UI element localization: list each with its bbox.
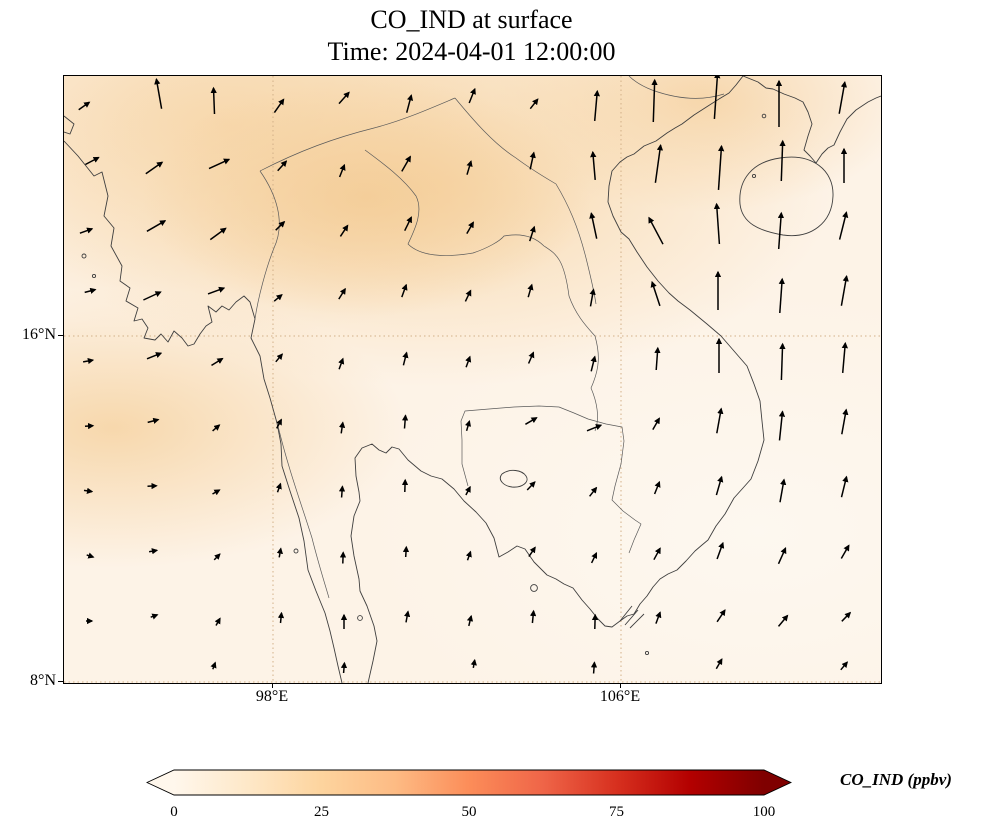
axis-tick-mark <box>58 681 63 682</box>
x-tick-label-98E: 98°E <box>255 688 289 705</box>
island-phu-quoc <box>530 584 538 592</box>
colorbar-label: CO_IND (ppbv) <box>840 770 952 789</box>
coastline-northwest-corner <box>64 115 75 135</box>
tonle-sap-lake <box>499 469 528 488</box>
border-thailand-laos <box>364 149 599 432</box>
coastline-south-china <box>742 76 881 164</box>
axis-tick-mark <box>620 683 621 688</box>
border-laos-vietnam <box>454 97 597 305</box>
plot-title: CO_IND at surface <box>370 5 573 34</box>
border-vietnam-china <box>628 76 725 99</box>
y-tick-label-16N: 16°N <box>22 326 56 343</box>
island-con-dao <box>644 650 650 656</box>
colorbar-tick-25: 25 <box>314 804 329 820</box>
country-border-layer <box>254 76 725 599</box>
coastline-west <box>64 140 343 683</box>
quiver-layer <box>78 76 852 674</box>
island <box>357 615 363 621</box>
colorbar-tick-50: 50 <box>461 804 477 820</box>
colorbar <box>145 768 793 797</box>
colorbar-bar <box>145 769 793 796</box>
map-plot <box>63 75 882 684</box>
map-overlay <box>64 76 881 683</box>
co-concentration-field <box>64 76 881 683</box>
colorbar-tick-0: 0 <box>170 804 178 820</box>
border-cambodia <box>460 405 642 554</box>
island <box>81 253 87 259</box>
hainan-island <box>739 156 834 237</box>
island <box>293 548 299 554</box>
axis-tick-mark <box>272 683 273 688</box>
axis-tick-mark <box>58 335 63 336</box>
gridline-layer <box>64 76 881 683</box>
coastline-layer <box>64 76 881 683</box>
colorbar-gradient <box>145 769 793 796</box>
island <box>751 173 757 179</box>
island <box>761 113 767 119</box>
x-tick-label-106E: 106°E <box>599 688 641 705</box>
colorbar-tick-100: 100 <box>752 804 776 820</box>
island <box>91 273 97 279</box>
coastline-gulf-vietnam <box>350 76 765 683</box>
colorbar-tick-75: 75 <box>609 804 624 820</box>
mekong-delta-channels <box>619 605 645 629</box>
y-tick-label-8N: 8°N <box>30 672 56 689</box>
title-block: CO_IND at surface Time: 2024-04-01 12:00… <box>63 4 880 68</box>
border-myanmar-thailand <box>254 170 280 320</box>
border-peninsula <box>277 425 330 599</box>
border-north <box>259 97 456 172</box>
plot-subtitle-time: Time: 2024-04-01 12:00:00 <box>327 37 616 66</box>
